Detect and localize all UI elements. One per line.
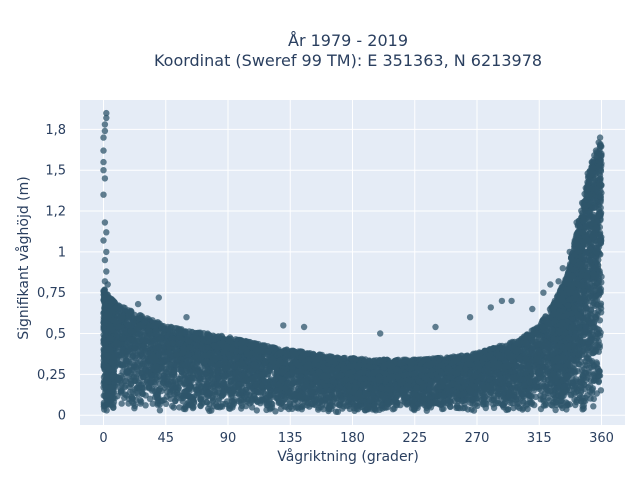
data-point bbox=[277, 405, 285, 413]
data-point bbox=[552, 406, 559, 414]
data-point bbox=[176, 404, 183, 411]
data-point bbox=[253, 407, 260, 414]
chart-title: År 1979 - 2019 bbox=[288, 31, 408, 50]
chart-subtitle: Koordinat (Sweref 99 TM): E 351363, N 62… bbox=[154, 51, 542, 70]
data-point bbox=[149, 400, 156, 407]
data-point bbox=[118, 400, 125, 407]
data-point bbox=[468, 406, 475, 413]
data-point bbox=[389, 406, 397, 413]
data-points bbox=[100, 109, 605, 415]
data-point bbox=[397, 401, 404, 409]
data-point bbox=[135, 331, 142, 338]
